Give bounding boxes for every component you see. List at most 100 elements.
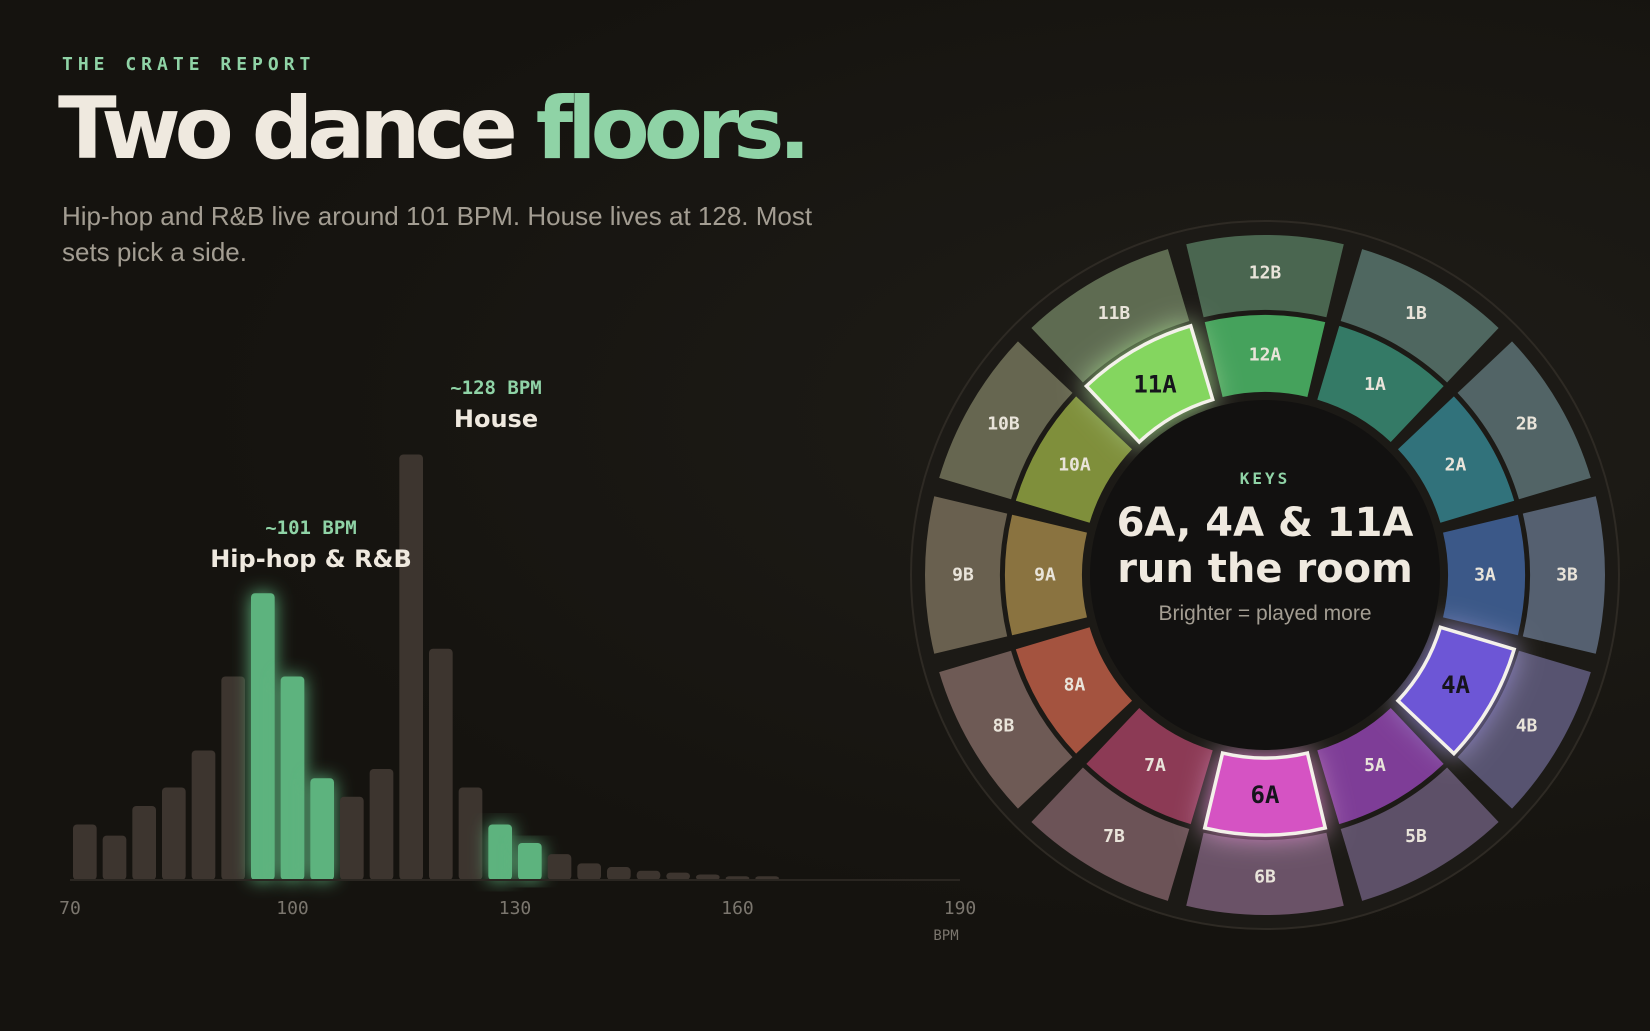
center-title-line2: run the room [1117,546,1413,592]
key-label: 12B [1249,263,1282,284]
peak-bpm-label: ~128 BPM [450,377,542,399]
key-label: 5B [1405,826,1427,847]
bar [73,824,97,880]
key-segment-12b: 12B [1186,234,1344,318]
key-segment-shape [1204,315,1326,397]
key-segment-5a: 5A [1317,707,1444,825]
headline-accent: floors. [535,79,811,179]
key-label: 6B [1254,867,1276,888]
key-label: 9A [1034,565,1056,586]
key-segment-shape [1004,514,1087,636]
bar-series [73,454,779,880]
key-segment-8b: 8B [939,650,1073,809]
key-segment-shape [1083,323,1215,445]
key-segment-shape [1202,750,1328,837]
wheel-center [1090,400,1440,750]
key-segment-2b: 2B [1457,341,1591,500]
key-label: 12A [1249,345,1282,366]
key-segment-shape [1186,832,1344,915]
key-label: 4A [1441,671,1470,699]
key-segment-shape [1340,767,1499,901]
x-tick-label: 190 [944,898,977,919]
key-segment-shape [1395,625,1517,757]
bar [696,874,720,880]
key-segment-shape [939,341,1073,500]
key-segment-shape [1031,249,1190,383]
key-segment-5b: 5B [1340,767,1499,901]
bar [577,863,601,880]
bar [458,787,483,880]
x-tick-label: 160 [721,898,754,919]
peak-bpm-label: ~101 BPM [265,517,357,539]
key-segment-shape [1340,249,1499,383]
key-segment-shape [1317,707,1444,825]
outer-ring: 12B 1B 2B 3B 4B 5B 6B 7B 8B 9B 10B 11B [925,234,1605,915]
key-segment-1b: 1B [1340,249,1499,383]
key-segment-shape [1015,396,1133,523]
key-segment-9a: 9A [1004,514,1087,636]
key-label: 10A [1058,455,1091,476]
bar-highlighted [310,778,334,880]
key-label: 5A [1364,755,1386,776]
bar [221,676,245,880]
x-axis-unit-label: BPM [933,928,958,944]
bar-highlighted [488,824,512,880]
kicker: THE CRATE REPORT [62,54,316,75]
key-segment-shape [1522,496,1605,654]
center-caption: Brighter = played more [1158,602,1371,625]
key-label: 2B [1516,414,1538,435]
key-segment-shape [1031,767,1190,901]
key-label: 11B [1098,303,1131,324]
key-label: 7A [1144,755,1166,776]
bar [547,854,572,880]
key-label: 1A [1364,374,1386,395]
headline-main: Two dance [58,79,518,179]
key-segment-3b: 3B [1522,496,1605,654]
key-label: 4B [1516,716,1538,737]
x-axis: 70 100 130 160 190 [59,898,976,919]
x-tick-label: 100 [276,898,309,919]
key-segment-9b: 9B [925,496,1008,654]
key-segment-shape [1186,234,1344,318]
bar-highlighted [280,676,305,880]
key-label: 7B [1103,826,1125,847]
key-segment-shape [939,650,1073,809]
key-segment-7a: 7A [1086,707,1213,825]
key-segment-shape [925,496,1008,654]
headline: Two dance floors. [58,78,811,181]
annotation-hiphop: ~101 BPM Hip-hop & R&B [210,517,412,573]
x-tick-label: 70 [59,898,81,919]
bar [666,872,690,880]
key-segment-shape [1457,650,1591,809]
key-label: 3B [1556,565,1578,586]
bar [162,787,186,880]
key-segment-3a: 3A [1443,514,1525,636]
key-segment-11b: 11B [1031,249,1190,383]
bar [369,769,394,880]
key-segment-shape [1317,325,1444,443]
key-label: 11A [1133,370,1177,398]
subtitle: Hip-hop and R&B live around 101 BPM. Hou… [62,201,813,267]
key-segment-shape [1457,341,1591,500]
bar-highlighted [251,593,275,880]
key-segment-shape [1397,396,1515,523]
x-tick-label: 130 [499,898,532,919]
bar-highlighted [518,843,542,880]
bar [340,796,364,880]
key-segment-7b: 7B [1031,767,1190,901]
key-label: 1B [1405,303,1427,324]
bar [636,870,661,880]
key-label: 8B [993,716,1015,737]
key-label: 9B [952,565,974,586]
bar [607,867,631,880]
key-segment-10b: 10B [939,341,1073,500]
key-segment-8a: 8A [1015,627,1133,754]
key-label: 2A [1445,455,1467,476]
key-segment-shape [1086,707,1213,825]
key-label: 6A [1251,781,1280,809]
center-title-line1: 6A, 4A & 11A [1117,500,1414,546]
peak-genre-label: House [454,405,538,433]
bar [102,835,127,880]
